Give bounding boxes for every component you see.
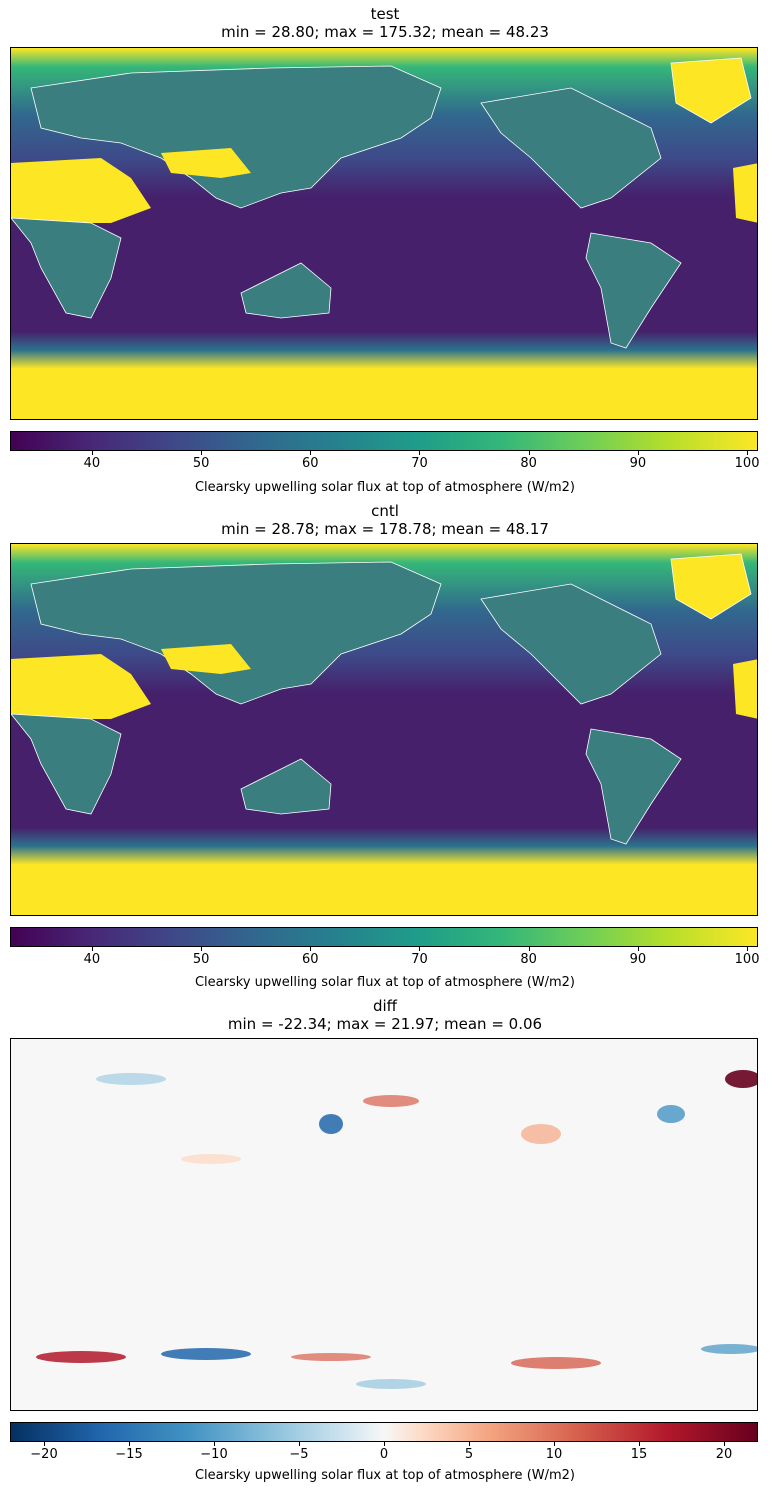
- colorbar-tick: [419, 947, 421, 951]
- panel-name: test: [370, 5, 400, 23]
- colorbar-tick: [528, 947, 530, 951]
- landmass-south-america: [585, 728, 682, 845]
- colorbar-tick-label: 90: [629, 456, 647, 471]
- desert-west-edge: [733, 163, 757, 223]
- map-cntl-plot: [11, 544, 757, 915]
- colorbar-tick: [201, 947, 203, 951]
- panel-stats: min = 28.78; max = 178.78; mean = 48.17: [221, 520, 549, 538]
- landmass-australia: [240, 758, 332, 815]
- colorbar-tick: [637, 947, 639, 951]
- panel-stats: min = -22.34; max = 21.97; mean = 0.06: [227, 1015, 543, 1033]
- landmass-greenland: [670, 57, 752, 124]
- colorbar-tick-label: −20: [30, 1447, 58, 1462]
- panel-title-test: test min = 28.80; max = 175.32; mean = 4…: [0, 5, 770, 41]
- anomaly-negative: [356, 1379, 426, 1389]
- colorbar-tick: [44, 1442, 45, 1446]
- anomaly-negative: [657, 1105, 685, 1123]
- anomaly-positive: [363, 1095, 419, 1107]
- colorbar-tick: [724, 1442, 725, 1446]
- colorbar-tick-label: 100: [734, 456, 760, 471]
- colorbar-tick-label: 40: [83, 456, 101, 471]
- landmass-south-america: [585, 232, 682, 349]
- desert-sahara: [11, 158, 151, 223]
- colorbar-tick: [747, 947, 749, 951]
- colorbar-tick: [299, 1442, 300, 1446]
- panel-title-diff: diff min = -22.34; max = 21.97; mean = 0…: [0, 997, 770, 1033]
- colorbar-tick: [639, 1442, 640, 1446]
- landmass-australia: [240, 262, 332, 319]
- colorbar-tick: [637, 451, 639, 455]
- landmass-north-america: [480, 583, 662, 705]
- anomaly-negative: [319, 1114, 343, 1134]
- colorbar-tick-label: 100: [734, 952, 760, 967]
- colorbar-tick-label: 80: [520, 952, 537, 967]
- colorbar-tick-label: 5: [464, 1447, 474, 1462]
- colorbar-tick-label: 70: [411, 456, 428, 471]
- colorbar-tick-label: 80: [520, 456, 537, 471]
- panel-name: diff: [372, 997, 398, 1015]
- colorbar-tick-label: −5: [289, 1447, 309, 1462]
- colorbar-tick: [747, 451, 749, 455]
- landmass-africa: [11, 713, 122, 815]
- colorbar-tick-label: 20: [715, 1447, 733, 1462]
- anomaly-negative: [161, 1348, 251, 1360]
- colorbar-tick: [554, 1442, 555, 1446]
- colorbar-tick-label: −15: [115, 1447, 143, 1462]
- colorbar-tick: [91, 451, 93, 455]
- map-diff: [10, 1038, 758, 1411]
- colorbar-label-cntl: Clearsky upwelling solar flux at top of …: [194, 975, 575, 990]
- colorbar-label-diff: Clearsky upwelling solar flux at top of …: [194, 1468, 575, 1483]
- map-cntl: [10, 543, 758, 916]
- panel-stats: min = 28.80; max = 175.32; mean = 48.23: [221, 23, 549, 41]
- colorbar-tick-label: 10: [545, 1447, 563, 1462]
- colorbar-diff: [10, 1422, 758, 1442]
- colorbar-tick-label: 90: [629, 952, 647, 967]
- colorbar-tick: [310, 947, 312, 951]
- anomaly-positive: [291, 1353, 371, 1361]
- colorbar-tick: [214, 1442, 215, 1446]
- anomaly-positive: [511, 1357, 601, 1369]
- colorbar-tick-label: 40: [83, 952, 101, 967]
- colorbar-label-test: Clearsky upwelling solar flux at top of …: [194, 480, 575, 495]
- colorbar-tick-label: 50: [192, 952, 210, 967]
- anomaly-negative: [701, 1344, 757, 1354]
- anomaly-positive: [521, 1124, 561, 1144]
- anomaly-positive: [36, 1351, 126, 1363]
- anomaly-negative: [96, 1073, 166, 1085]
- landmass-north-america: [480, 87, 662, 209]
- colorbar-tick: [469, 1442, 470, 1446]
- colorbar-tick: [528, 451, 530, 455]
- map-test-plot: [11, 48, 757, 419]
- landmass-africa: [11, 217, 122, 319]
- desert-west-edge: [733, 659, 757, 719]
- colorbar-tick: [419, 451, 421, 455]
- colorbar-tick: [91, 947, 93, 951]
- map-test: [10, 47, 758, 420]
- panel-name: cntl: [371, 502, 399, 520]
- desert-central-asia: [161, 644, 251, 674]
- colorbar-cntl: [10, 927, 758, 947]
- desert-central-asia: [161, 148, 251, 178]
- colorbar-tick-label: 60: [302, 456, 319, 471]
- colorbar-tick-label: 50: [192, 456, 210, 471]
- colorbar-tick-label: 70: [411, 952, 428, 967]
- colorbar-tick-label: 0: [379, 1447, 389, 1462]
- anomaly-positive: [725, 1070, 757, 1088]
- colorbar-tick-label: 60: [302, 952, 319, 967]
- map-diff-plot: [11, 1039, 757, 1410]
- desert-sahara: [11, 654, 151, 719]
- colorbar-tick: [201, 451, 203, 455]
- colorbar-tick: [129, 1442, 130, 1446]
- landmass-eurasia: [30, 65, 442, 209]
- landmass-greenland: [670, 553, 752, 620]
- colorbar-tick-label: 15: [630, 1447, 648, 1462]
- landmass-eurasia: [30, 561, 442, 705]
- anomaly-positive: [181, 1154, 241, 1164]
- colorbar-tick: [384, 1442, 385, 1446]
- colorbar-tick: [310, 451, 312, 455]
- colorbar-test: [10, 431, 758, 451]
- colorbar-tick-label: −10: [200, 1447, 228, 1462]
- panel-title-cntl: cntl min = 28.78; max = 178.78; mean = 4…: [0, 502, 770, 538]
